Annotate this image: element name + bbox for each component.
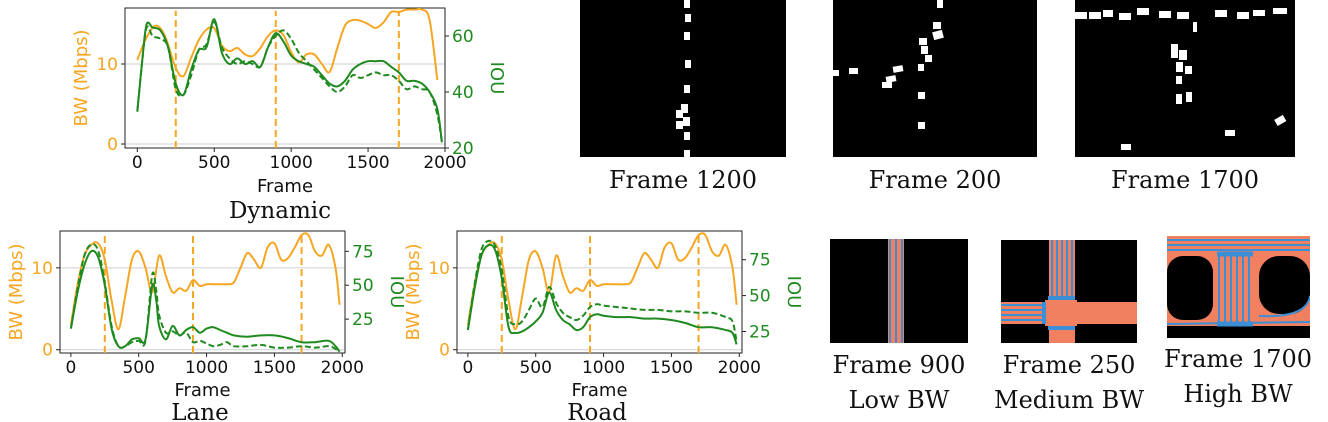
chart-road-series-0-left-solid bbox=[466, 232, 738, 331]
chart-dynamic-ytick-right-label-0: 20 bbox=[452, 139, 474, 159]
caption-low-bw: Low BW bbox=[848, 386, 950, 414]
chart-dynamic-xtick-label-4: 2000 bbox=[423, 153, 466, 173]
chart-road-xtick-label-3: 1500 bbox=[650, 358, 693, 378]
chart-dynamic-ylabel-right: IOU bbox=[486, 62, 507, 95]
chart-dynamic-frame bbox=[124, 7, 446, 149]
chart-lane-xlabel: Frame bbox=[174, 380, 230, 401]
chart-road-ytick-left-label-1: 10 bbox=[428, 259, 450, 279]
caption-frame-250: Frame 250 bbox=[1002, 351, 1136, 379]
chart-lane-xtick-label-0: 0 bbox=[65, 358, 76, 378]
caption-frame-200: Frame 200 bbox=[868, 166, 1002, 194]
chart-dynamic-xlabel: Frame bbox=[257, 176, 313, 197]
lane-frame-250 bbox=[1001, 240, 1137, 343]
caption-frame-1200: Frame 1200 bbox=[608, 166, 758, 194]
chart-lane-xtick-label-1: 500 bbox=[122, 358, 154, 378]
chart-lane-ylabel-right: IOU bbox=[386, 276, 407, 309]
chart-road-ylabel-left: BW (Mbps) bbox=[403, 243, 424, 340]
chart-road-frame bbox=[456, 230, 743, 354]
lane-frame-900 bbox=[830, 239, 968, 343]
chart-dynamic-xtick-label-2: 1000 bbox=[270, 153, 313, 173]
chart-dynamic-ytick-left-label-0: 0 bbox=[107, 135, 118, 155]
chart-lane-ytick-right-label-2: 75 bbox=[352, 242, 374, 262]
chart-lane-xtick-label-4: 2000 bbox=[321, 358, 364, 378]
chart-road-xtick-label-1: 500 bbox=[519, 358, 551, 378]
lane-render-250 bbox=[1001, 240, 1137, 343]
caption-frame-1700: Frame 1700 bbox=[1110, 166, 1260, 194]
chart-lane-xtick-label-2: 1000 bbox=[185, 358, 228, 378]
chart-road-series-1-right-solid bbox=[466, 243, 738, 345]
chart-dynamic-ytick-right-label-1: 40 bbox=[452, 83, 474, 103]
chart-lane-xtick-label-3: 1500 bbox=[253, 358, 296, 378]
chart-road-ytick-right-label-0: 25 bbox=[749, 322, 771, 342]
chart-lane-ytick-right-label-1: 50 bbox=[352, 276, 374, 296]
caption-frame-900: Frame 900 bbox=[832, 351, 966, 379]
lane-render-1700 bbox=[1167, 236, 1310, 338]
chart-lane-ytick-left-label-1: 10 bbox=[31, 259, 53, 279]
chart-road-xtick-label-2: 1000 bbox=[582, 358, 625, 378]
chart-road-xlabel: Frame bbox=[571, 380, 627, 401]
chart-lane-frame bbox=[59, 230, 346, 354]
chart-road-series-2-right-dashed bbox=[466, 239, 738, 342]
chart-lane-title: Lane bbox=[171, 400, 228, 422]
detection-boxes-1200 bbox=[676, 0, 691, 157]
chart-dynamic-ytick-left-label-1: 10 bbox=[96, 55, 118, 75]
lane-frame-1700-bottom bbox=[1167, 236, 1310, 338]
detection-boxes-200 bbox=[833, 0, 944, 129]
chart-road-title: Road bbox=[567, 400, 627, 422]
lane-render-900 bbox=[888, 239, 904, 343]
chart-road-ytick-left-label-0: 0 bbox=[439, 341, 450, 361]
chart-dynamic-ylabel-left: BW (Mbps) bbox=[71, 29, 92, 126]
chart-lane-series-0-left-solid bbox=[69, 232, 341, 331]
caption-high-bw: High BW bbox=[1183, 380, 1293, 408]
chart-dynamic-ytick-right-label-2: 60 bbox=[452, 27, 474, 47]
mask-frame-1700-top bbox=[1075, 0, 1295, 157]
chart-dynamic-xtick-label-0: 0 bbox=[132, 153, 143, 173]
chart-lane-ylabel-left: BW (Mbps) bbox=[6, 243, 27, 340]
chart-dynamic-series-0-left-solid bbox=[136, 7, 439, 81]
chart-road-xtick-label-4: 2000 bbox=[718, 358, 761, 378]
chart-dynamic-xtick-label-1: 500 bbox=[198, 153, 230, 173]
chart-road-xtick-label-0: 0 bbox=[462, 358, 473, 378]
mask-frame-200 bbox=[833, 0, 1037, 157]
mask-frame-1200 bbox=[580, 0, 786, 157]
chart-road-ylabel-right: IOU bbox=[783, 276, 804, 309]
chart-lane-ytick-left-label-0: 0 bbox=[42, 341, 53, 361]
caption-medium-bw: Medium BW bbox=[994, 386, 1144, 414]
chart-dynamic-series-2-right-dashed bbox=[136, 20, 443, 143]
chart-road-ytick-right-label-1: 50 bbox=[749, 287, 771, 307]
chart-road-ytick-right-label-2: 75 bbox=[749, 251, 771, 271]
caption-frame-1700-bottom: Frame 1700 bbox=[1163, 345, 1313, 373]
detection-boxes-1700 bbox=[1075, 8, 1287, 150]
chart-lane-series-2-right-dashed bbox=[69, 243, 341, 353]
chart-lane-ytick-right-label-0: 25 bbox=[352, 310, 374, 330]
chart-dynamic-xtick-label-3: 1500 bbox=[346, 153, 389, 173]
chart-dynamic-title: Dynamic bbox=[229, 198, 331, 224]
